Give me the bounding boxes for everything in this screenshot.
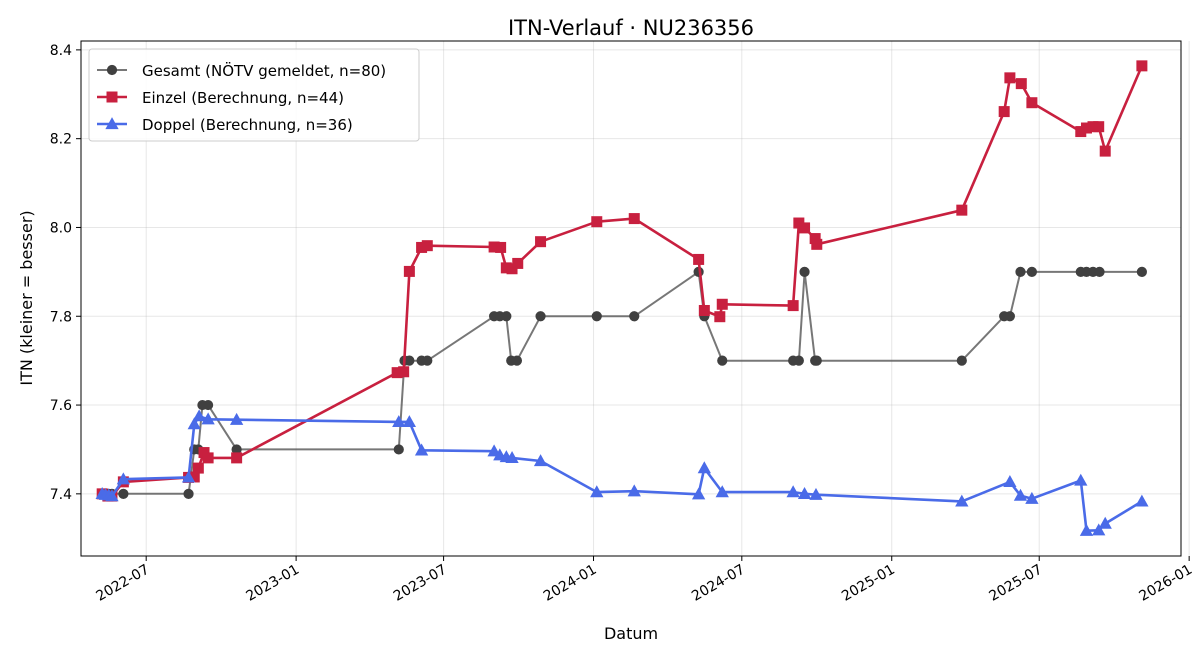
data-point (229, 412, 244, 425)
data-point (811, 355, 822, 366)
data-point (202, 452, 214, 464)
data-point (956, 204, 968, 216)
data-point (697, 461, 711, 474)
legend-swatch-marker (106, 64, 118, 76)
data-point (797, 487, 812, 499)
data-point (714, 311, 726, 323)
data-point (786, 485, 800, 498)
data-point (1079, 523, 1094, 536)
data-point (1003, 475, 1017, 487)
data-point (511, 355, 523, 366)
data-point (414, 443, 429, 456)
data-point (116, 472, 131, 485)
data-point (105, 489, 119, 502)
data-point (591, 311, 602, 322)
x-axis-label: Datum (604, 624, 658, 643)
data-point (1026, 266, 1037, 277)
legend-label: Gesamt (NÖTV gemeldet, n=80) (142, 61, 386, 80)
data-point (590, 485, 604, 498)
data-point (1013, 488, 1028, 501)
data-point (1136, 266, 1147, 277)
series-layer (95, 60, 1149, 536)
data-point (1094, 266, 1105, 277)
series-triangle (95, 409, 1149, 536)
data-point (715, 485, 729, 498)
legend: Gesamt (NÖTV gemeldet, n=80) Einzel (Bere… (88, 48, 420, 142)
legend-swatch-marker (105, 117, 119, 130)
data-point (392, 415, 406, 428)
data-point (1099, 145, 1111, 157)
data-point (535, 311, 546, 322)
y-tick-label: 7.6 (50, 398, 72, 414)
data-point (1093, 121, 1105, 133)
data-point (402, 415, 417, 428)
data-point (393, 444, 404, 455)
data-point (181, 470, 196, 483)
y-tick-label: 8.0 (50, 220, 72, 236)
data-point (505, 451, 519, 464)
data-point (422, 355, 433, 366)
data-point (1015, 78, 1027, 90)
data-point (1092, 523, 1106, 536)
data-point (118, 488, 129, 499)
y-tick-label: 8.2 (50, 132, 72, 148)
data-point (192, 462, 204, 474)
data-point (1136, 60, 1148, 72)
legend-label: Doppel (Berechnung, n=36) (142, 116, 353, 134)
data-point (201, 412, 215, 425)
y-tick-label: 8.4 (50, 43, 72, 59)
data-point (955, 494, 969, 507)
data-point (487, 444, 501, 457)
data-point (501, 311, 512, 322)
data-point (535, 236, 547, 248)
data-point (1074, 473, 1088, 486)
data-point (1004, 72, 1016, 84)
data-point (403, 265, 415, 277)
data-point (495, 241, 507, 253)
legend-label: Einzel (Berechnung, n=44) (142, 89, 344, 107)
data-point (1026, 97, 1038, 109)
data-point (398, 366, 410, 378)
data-point (793, 355, 804, 366)
data-point (203, 399, 214, 411)
data-point (799, 266, 810, 277)
data-point (691, 487, 706, 500)
data-point (231, 452, 243, 464)
data-point (628, 213, 640, 225)
data-point (192, 409, 206, 422)
data-point (512, 257, 524, 269)
data-point (1015, 266, 1026, 277)
data-point (799, 222, 811, 234)
data-point (627, 484, 641, 497)
data-point (716, 298, 728, 310)
data-point (591, 216, 603, 228)
data-point (533, 454, 548, 467)
data-point (629, 311, 640, 322)
y-axis-label: ITN (kleiner = besser) (17, 210, 36, 385)
data-point (698, 304, 710, 316)
legend-swatch-marker (106, 91, 118, 103)
data-point (956, 355, 967, 366)
data-point (787, 300, 799, 312)
data-point (717, 355, 728, 366)
y-tick-label: 7.4 (50, 487, 72, 503)
data-point (998, 106, 1010, 118)
y-tick-label: 7.8 (50, 309, 72, 325)
data-point (1135, 494, 1149, 507)
data-point (421, 240, 433, 252)
data-point (187, 417, 201, 430)
plot-frame (80, 40, 1182, 557)
chart-title: ITN-Verlauf · NU236356 (508, 16, 754, 40)
data-point (809, 487, 823, 500)
data-point (1004, 311, 1015, 322)
data-point (693, 253, 705, 265)
data-point (183, 488, 194, 499)
legend-box (88, 48, 420, 142)
data-point (1025, 491, 1039, 504)
data-point (404, 355, 415, 366)
data-point (811, 238, 823, 250)
data-point (1098, 516, 1112, 529)
